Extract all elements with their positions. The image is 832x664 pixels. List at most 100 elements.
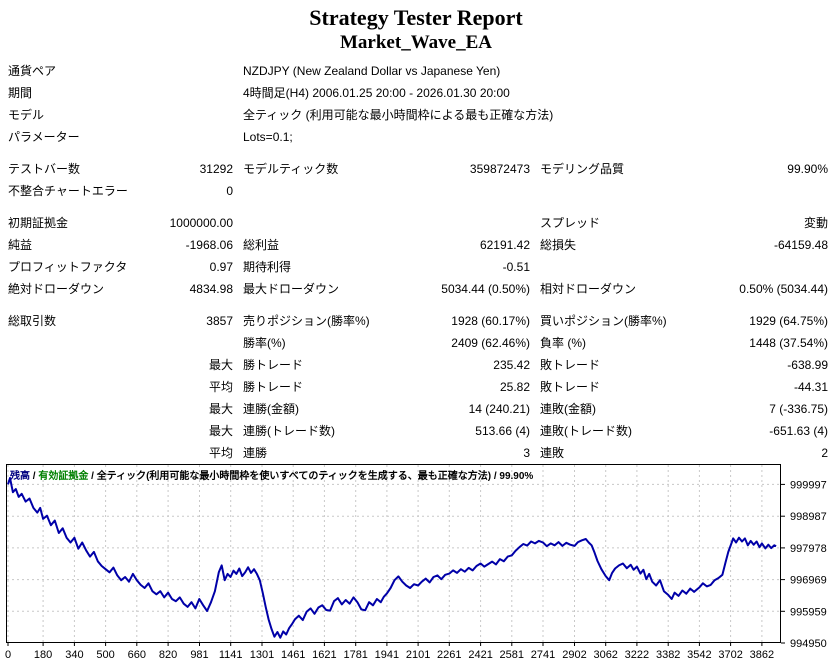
x-axis-label: 340 xyxy=(65,649,83,661)
table-row: 絶対ドローダウン 4834.98 最大ドローダウン 5034.44 (0.50%) 相対… xyxy=(8,278,828,300)
x-axis-label: 3862 xyxy=(750,649,774,661)
stat-label: モデル xyxy=(8,108,45,122)
stat-value: 4834.98 xyxy=(189,282,233,296)
stat-value: 平均 xyxy=(208,446,233,460)
stat-label: パラメーター xyxy=(8,130,80,144)
page-title: Strategy Tester Report xyxy=(309,5,523,30)
stat-value: 235.42 xyxy=(493,358,530,372)
x-axis-label: 2261 xyxy=(437,649,461,661)
x-axis-label: 1781 xyxy=(343,649,367,661)
y-axis-label: 994950 xyxy=(790,638,827,650)
x-axis-label: 2421 xyxy=(468,649,492,661)
table-row: 勝率(%) 2409 (62.46%) 負率 (%) 1448 (37.54%) xyxy=(8,332,828,354)
stat-label: 総損失 xyxy=(540,238,577,252)
x-axis-label: 2741 xyxy=(531,649,555,661)
table-row: 不整合チャートエラー 0 xyxy=(8,180,828,202)
stat-value: 3857 xyxy=(206,314,233,328)
stat-label: 連敗(金額) xyxy=(540,402,596,416)
y-axis-label: 998987 xyxy=(790,511,827,523)
stat-label: 初期証拠金 xyxy=(8,216,69,230)
stat-value: -64159.48 xyxy=(773,238,828,252)
x-axis-label: 500 xyxy=(96,649,114,661)
stat-label: Lots=0.1; xyxy=(243,130,293,144)
stat-label: 不整合チャートエラー xyxy=(8,184,128,198)
stat-value: 1000000.00 xyxy=(169,216,233,230)
stat-value: 2409 (62.46%) xyxy=(451,336,530,350)
stat-label: 連敗 xyxy=(540,446,565,460)
stat-value: 2 xyxy=(821,446,828,460)
y-axis-label: 999997 xyxy=(790,479,827,491)
x-axis-label: 981 xyxy=(190,649,208,661)
stat-value: 0.50% (5034.44) xyxy=(739,282,828,296)
stat-value: 513.66 (4) xyxy=(475,424,530,438)
stat-label: 勝率(%) xyxy=(243,336,286,350)
stat-label: 期待利得 xyxy=(243,260,292,274)
plot-border xyxy=(6,464,781,643)
stat-label: 売りポジション(勝率%) xyxy=(243,314,370,328)
stat-value: -44.31 xyxy=(793,380,828,394)
balance-chart-svg: 0 180 340 500 660 820 981 1141 1301 1461 1621 1781 1… xyxy=(5,464,827,661)
stat-value: 1448 (37.54%) xyxy=(749,336,828,350)
x-axis-label: 1301 xyxy=(250,649,274,661)
y-axis-label: 997978 xyxy=(790,543,827,555)
stat-value: 359872473 xyxy=(469,162,530,176)
stat-label: 買いポジション(勝率%) xyxy=(540,314,667,328)
y-axis-label: 996969 xyxy=(790,575,827,587)
balance-chart: 0 180 340 500 660 820 981 1141 1301 1461 1621 1781 1… xyxy=(5,464,832,664)
stat-label: 総取引数 xyxy=(8,314,57,328)
table-row: 期間 4時間足(H4) 2006.01.25 20:00 - 2026.01.30… xyxy=(8,82,828,104)
stat-value: 0 xyxy=(226,184,233,198)
x-axis-label: 660 xyxy=(128,649,146,661)
ea-name: Market_Wave_EA xyxy=(340,32,492,53)
stat-value: 1929 (64.75%) xyxy=(749,314,828,328)
stat-label: 連勝(トレード数) xyxy=(243,424,335,438)
stat-label: 純益 xyxy=(8,238,33,252)
x-axis-label: 2101 xyxy=(406,649,430,661)
legend-separator: / xyxy=(491,471,500,482)
legend-separator: / xyxy=(88,471,97,482)
table-row: 平均 連勝 3 連敗 2 xyxy=(8,442,828,464)
balance-line xyxy=(7,477,777,639)
stat-value: -1968.06 xyxy=(185,238,233,252)
stat-label: モデリング品質 xyxy=(540,162,625,176)
stat-label: 相対ドローダウン xyxy=(540,282,637,296)
x-axis-label: 820 xyxy=(159,649,177,661)
x-axis-label: 2581 xyxy=(500,649,524,661)
stat-value: 99.90% xyxy=(787,162,828,176)
stat-value: 1928 (60.17%) xyxy=(451,314,530,328)
legend-item: 残高 xyxy=(10,471,30,482)
stat-value: 5034.44 (0.50%) xyxy=(441,282,530,296)
x-axis-label: 1621 xyxy=(312,649,336,661)
stat-label: 連勝(金額) xyxy=(243,402,299,416)
legend-item: 全ティック(利用可能な最小時間枠を使いすべてのティックを生成する、最も正確な方法… xyxy=(96,471,492,482)
x-axis-label: 3062 xyxy=(593,649,617,661)
stat-value: 25.82 xyxy=(499,380,530,394)
chart-legend: 残高 / 有効証拠金 / 全ティック(利用可能な最小時間枠を使いすべてのティック… xyxy=(10,467,533,482)
stat-value: 平均 xyxy=(208,380,233,394)
stat-label: プロフィットファクタ xyxy=(8,260,128,274)
stat-value: 62191.42 xyxy=(479,238,530,252)
plot-area xyxy=(6,464,781,643)
stat-label: 最大ドローダウン xyxy=(243,282,340,296)
x-axis-label: 1461 xyxy=(281,649,305,661)
stat-label: モデルティック数 xyxy=(243,162,339,176)
table-row: 総取引数 3857 売りポジション(勝率%) 1928 (60.17%) 買いポジション… xyxy=(8,310,828,332)
stat-value: 最大 xyxy=(208,424,233,438)
report-table: 通貨ペア NZDJPY (New Zealand Dollar vs Japane… xyxy=(8,60,828,464)
stat-label: テストバー数 xyxy=(8,162,81,176)
x-axis-label: 1141 xyxy=(219,649,243,661)
table-row: 平均 勝トレード 25.82 敗トレード -44.31 xyxy=(8,376,828,398)
legend-item: 99.90% xyxy=(499,471,534,482)
stat-value: 31292 xyxy=(199,162,233,176)
stat-label: スプレッド xyxy=(540,216,601,230)
legend-item: 有効証拠金 xyxy=(38,471,89,482)
table-row: パラメーター Lots=0.1; xyxy=(8,126,828,148)
table-row: プロフィットファクタ 0.97 期待利得 -0.51 xyxy=(8,256,828,278)
x-axis-label: 2902 xyxy=(562,649,586,661)
stat-value: 最大 xyxy=(208,358,233,372)
x-axis-label: 0 xyxy=(5,649,11,661)
stat-label: 総利益 xyxy=(243,238,280,252)
stat-value: 最大 xyxy=(208,402,233,416)
table-row: 最大 勝トレード 235.42 敗トレード -638.99 xyxy=(8,354,828,376)
